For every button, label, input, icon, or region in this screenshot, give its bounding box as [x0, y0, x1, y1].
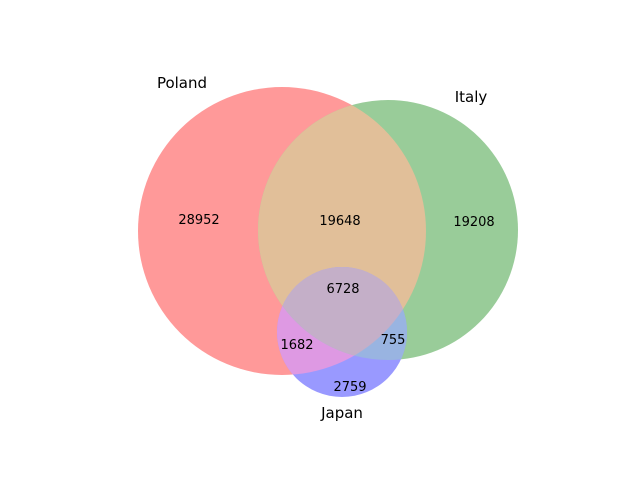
- poland-italy-count: 19648: [319, 214, 360, 229]
- poland-set-label: Poland: [157, 74, 207, 92]
- all-three-count: 6728: [326, 282, 359, 297]
- poland-japan-count: 1682: [280, 338, 313, 353]
- poland-only-count: 28952: [178, 213, 219, 228]
- japan-set-label: Japan: [320, 404, 363, 422]
- all-three-overlap: [277, 267, 407, 360]
- japan-only-count: 2759: [333, 380, 366, 395]
- italy-only-count: 19208: [453, 215, 494, 230]
- italy-set-label: Italy: [455, 88, 488, 106]
- italy-japan-count: 755: [381, 333, 406, 348]
